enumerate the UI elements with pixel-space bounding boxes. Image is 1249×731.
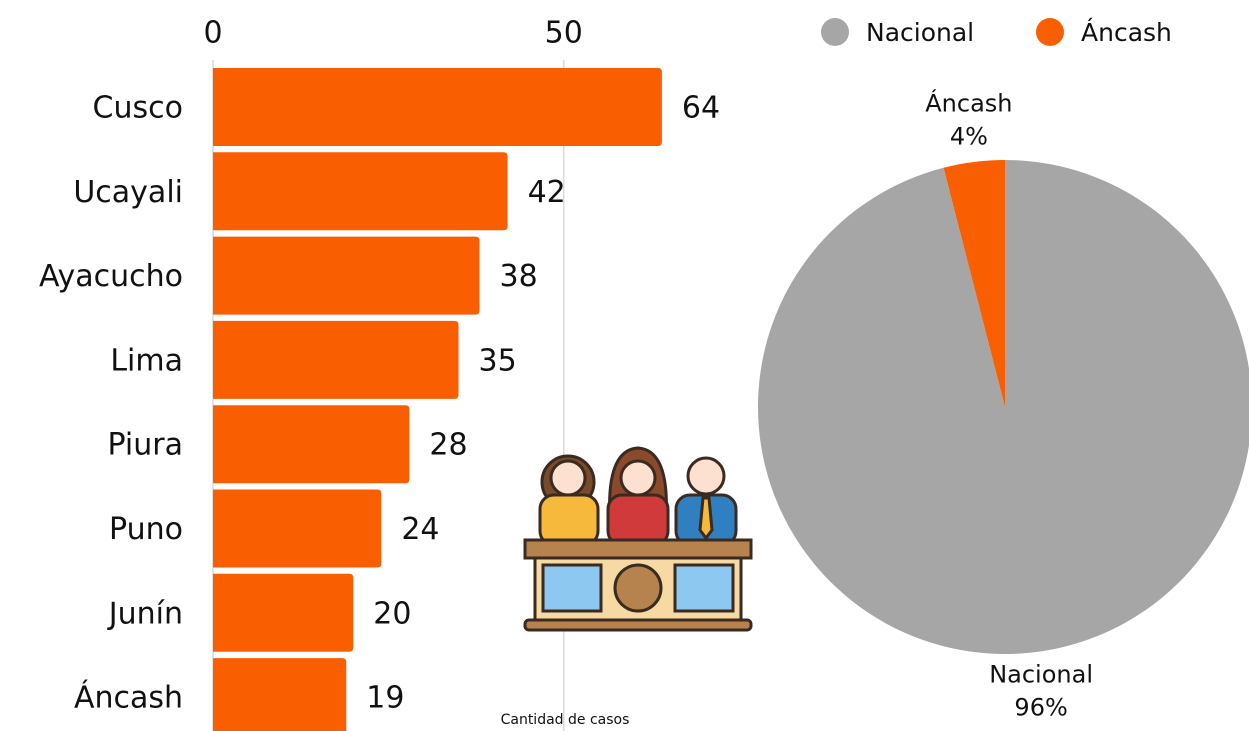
category-label: Piura <box>108 428 184 463</box>
category-label: Ayacucho <box>39 259 183 294</box>
value-label: 38 <box>500 259 538 294</box>
legend-marker <box>1036 18 1064 46</box>
category-label: Cusco <box>93 91 183 126</box>
slice-category-label: Áncash <box>925 88 1012 117</box>
pie-slice <box>943 160 1005 407</box>
value-label: 20 <box>373 596 411 631</box>
value-label: 28 <box>429 428 467 463</box>
slice-value-label: 4% <box>950 122 988 150</box>
bar <box>213 405 410 484</box>
bar <box>213 658 347 731</box>
legend-label: Nacional <box>866 18 974 47</box>
bar <box>213 320 459 399</box>
bar <box>213 68 662 146</box>
x-axis-title: Cantidad de casos <box>501 712 630 728</box>
illustration <box>523 446 753 632</box>
value-label: 35 <box>479 343 517 378</box>
slice-category-label: Nacional <box>989 661 1093 689</box>
value-label: 19 <box>366 681 404 716</box>
value-label: 64 <box>682 91 720 126</box>
bar <box>213 489 382 568</box>
slice-value-label: 96% <box>1014 694 1067 722</box>
legend-marker <box>821 18 849 46</box>
category-label: Junín <box>107 596 183 631</box>
legend-label: Áncash <box>1081 18 1172 47</box>
value-label: 24 <box>401 512 439 547</box>
category-label: Áncash <box>74 680 183 716</box>
x-tick-label: 50 <box>545 16 583 51</box>
bar <box>213 573 354 652</box>
pie-slice <box>758 160 1249 654</box>
value-label: 42 <box>528 175 566 210</box>
category-label: Lima <box>110 343 183 378</box>
category-label: Ucayali <box>73 175 183 210</box>
category-label: Puno <box>109 512 183 547</box>
bar <box>213 152 508 231</box>
x-tick-label: 0 <box>203 16 222 51</box>
bar <box>213 236 480 315</box>
